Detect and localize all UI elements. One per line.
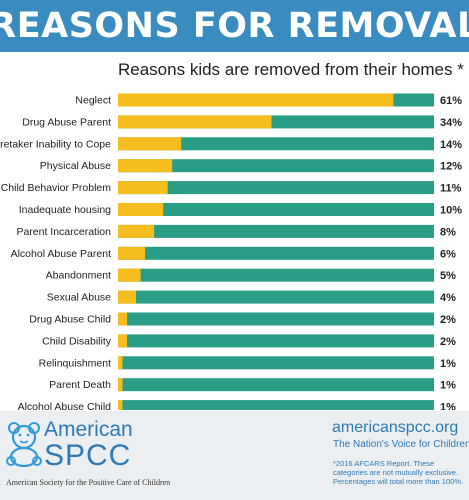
value-label: 1% (440, 358, 456, 370)
category-label: Inadequate housing (19, 204, 111, 216)
bar-value (118, 378, 123, 392)
bar-track (118, 334, 434, 348)
bar-value (118, 181, 168, 195)
category-label: Neglect (75, 95, 111, 107)
value-label: 2% (440, 336, 456, 348)
bar-value (118, 203, 164, 216)
header-banner: REASONS FOR REMOVAL (0, 0, 469, 52)
teddy-bear-logo-icon (6, 422, 42, 467)
category-label: Drug Abuse Parent (22, 116, 111, 128)
value-label: 5% (440, 270, 456, 282)
bar-value (118, 312, 128, 326)
bar-track (118, 378, 434, 392)
footer: American SPCC American Society for the P… (0, 411, 469, 500)
category-label: Relinquishment (39, 357, 111, 369)
website-link[interactable]: americanspcc.org (332, 419, 459, 436)
bar-value (118, 93, 394, 107)
site-tagline: The Nation's Voice for Children (333, 439, 469, 450)
logo-wordmark-bottom: SPCC (44, 439, 132, 472)
bar-track (118, 290, 434, 304)
logo-tagline: American Society for the Positive Care o… (6, 478, 171, 487)
category-label: Abandonment (46, 270, 111, 282)
value-label: 4% (440, 292, 456, 304)
bar-track (118, 312, 434, 326)
value-label: 11% (440, 183, 462, 195)
source-footnote: *2016 AFCARS Report. These categories ar… (333, 459, 464, 486)
bar-value (118, 115, 272, 129)
value-label: 61% (440, 95, 462, 107)
bar-value (118, 137, 182, 151)
value-label: 6% (440, 248, 456, 260)
bar-track (118, 356, 434, 370)
bar-chart: Neglect 61% Drug Abuse Parent 34% Caretaker … (0, 93, 462, 410)
bar-value (118, 268, 141, 282)
chart-subtitle: Reasons kids are removed from their home… (118, 60, 464, 79)
logo-wordmark-top: American (44, 418, 133, 441)
bar-value (118, 224, 155, 238)
page-title: REASONS FOR REMOVAL (0, 6, 469, 46)
category-label: Parent Death (49, 379, 111, 391)
value-label: 1% (440, 380, 456, 392)
bar-value (118, 290, 137, 304)
bar-value (118, 159, 173, 173)
category-label: Drug Abuse Child (29, 314, 111, 326)
value-label: 1% (440, 402, 456, 410)
category-label: Physical Abuse (40, 160, 111, 172)
category-label: Child Disability (42, 335, 112, 347)
category-label: Caretaker Inability to Cope (0, 138, 111, 150)
value-label: 2% (440, 314, 456, 326)
category-label: Child Behavior Problem (1, 182, 112, 194)
bar-value (118, 356, 123, 370)
bar-track (118, 159, 434, 173)
bar-value (118, 246, 146, 260)
bar-value (118, 334, 128, 348)
bar-track (118, 400, 434, 410)
value-label: 8% (440, 226, 456, 238)
bar-value (118, 400, 123, 410)
value-label: 34% (440, 117, 462, 129)
bar-track (118, 203, 434, 216)
bar-track (118, 268, 434, 282)
category-label: Alcohol Abuse Parent (11, 248, 111, 260)
bar-track (118, 137, 434, 151)
category-label: Alcohol Abuse Child (18, 401, 112, 410)
value-label: 12% (440, 161, 462, 173)
value-label: 14% (440, 139, 462, 151)
value-label: 10% (440, 205, 462, 217)
category-label: Parent Incarceration (16, 226, 111, 238)
category-label: Sexual Abuse (47, 292, 111, 304)
bar-track (118, 181, 434, 195)
bar-track (118, 246, 434, 260)
bar-track (118, 224, 434, 238)
